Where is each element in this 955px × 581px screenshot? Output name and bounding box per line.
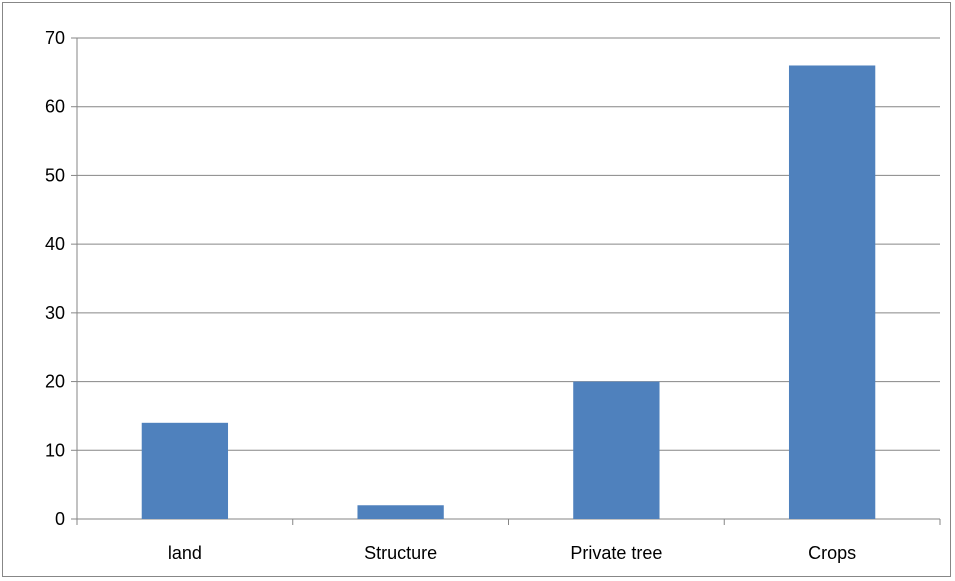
y-tick-label: 0 xyxy=(55,509,65,529)
x-tick-label: Structure xyxy=(364,543,437,563)
bar-crops xyxy=(788,65,876,519)
y-tick-label: 50 xyxy=(45,165,65,185)
y-tick-label: 40 xyxy=(45,234,65,254)
bar-land xyxy=(141,422,229,519)
y-tick-label: 30 xyxy=(45,303,65,323)
x-tick-label: land xyxy=(168,543,202,563)
y-tick-label: 20 xyxy=(45,372,65,392)
x-tick-label: Private tree xyxy=(570,543,662,563)
bar-structure xyxy=(357,505,444,519)
y-tick-label: 60 xyxy=(45,97,65,117)
bar-private-tree xyxy=(573,381,660,519)
y-tick-label: 70 xyxy=(45,28,65,48)
x-tick-label: Crops xyxy=(808,543,856,563)
y-tick-label: 10 xyxy=(45,440,65,460)
